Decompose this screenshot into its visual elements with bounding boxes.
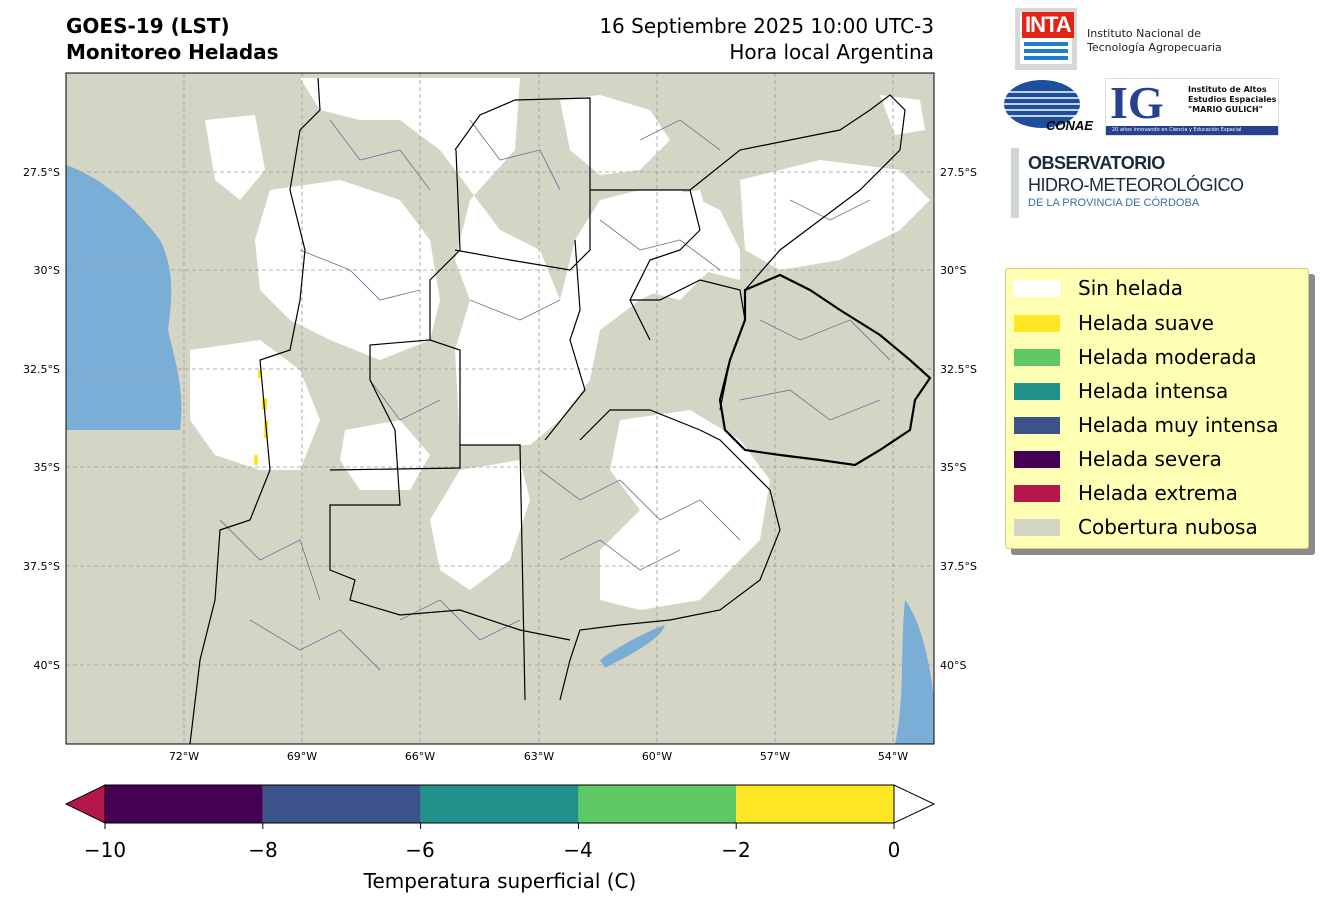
colorbar-segment — [105, 785, 263, 823]
legend-item: Helada muy intensa — [1014, 410, 1279, 440]
colorbar-segment — [420, 785, 579, 823]
lat-label: 35°S — [940, 461, 966, 474]
legend-label: Helada extrema — [1078, 481, 1238, 505]
brazil-border — [689, 94, 906, 291]
colorbar-over-extension — [893, 784, 936, 824]
longitude-labels: 72°W 69°W 66°W 63°W 60°W 57°W 54°W — [169, 750, 908, 763]
lat-label: 32.5°S — [23, 363, 60, 376]
timezone-line: Hora local Argentina — [729, 40, 934, 64]
clear-sky-ocean-rio — [600, 625, 665, 668]
legend-swatch — [1014, 382, 1060, 400]
colorbar-under-extension — [64, 784, 106, 824]
observatorio-title: OBSERVATORIO — [1028, 153, 1165, 173]
colorbar-tick-label: −8 — [248, 838, 278, 862]
colorbar-label: Temperatura superficial (C) — [363, 869, 637, 893]
colorbar-tick-label: 0 — [887, 838, 901, 862]
lon-label: 72°W — [169, 750, 199, 763]
legend-label: Helada intensa — [1078, 379, 1229, 403]
ig-org-name: Instituto de Altos Estudios Espaciales "… — [1188, 85, 1276, 115]
observatorio-bar — [1011, 148, 1019, 218]
legend-item: Sin helada — [1014, 273, 1183, 303]
lat-label: 30°S — [34, 264, 60, 277]
colorbar-segment — [578, 785, 737, 823]
lon-label: 69°W — [287, 750, 317, 763]
colorbar-tick-label: −6 — [405, 838, 435, 862]
map-title: GOES-19 (LST) Monitoreo Heladas — [66, 13, 279, 65]
lon-label: 57°W — [760, 750, 790, 763]
map-frame — [65, 72, 935, 745]
inta-wordmark: INTA — [1022, 12, 1074, 38]
no-frost-areas — [190, 78, 930, 610]
legend-swatch — [1014, 484, 1060, 502]
clear-sky-ocean-west — [66, 165, 182, 430]
colorbar-tick-label: −10 — [83, 838, 127, 862]
legend-label: Helada severa — [1078, 447, 1222, 471]
legend-swatch — [1014, 348, 1060, 366]
lat-label: 27.5°S — [940, 166, 977, 179]
clear-sky-ocean-east — [895, 600, 934, 744]
legend-item: Helada moderada — [1014, 342, 1257, 372]
lon-label: 60°W — [642, 750, 672, 763]
ig-gulich-logo: IG Instituto de Altos Estudios Espaciale… — [1105, 78, 1279, 136]
department-boundaries — [219, 119, 891, 671]
lon-label: 63°W — [524, 750, 554, 763]
legend-item: Helada suave — [1014, 308, 1214, 338]
uruguay-border — [718, 273, 932, 467]
legend-label: Helada muy intensa — [1078, 413, 1279, 437]
map-datetime: 16 Septiembre 2025 10:00 UTC-3 Hora loca… — [599, 13, 934, 65]
legend-item: Helada severa — [1014, 444, 1222, 474]
legend-label: Helada suave — [1078, 311, 1214, 335]
coastline — [559, 429, 781, 701]
legend-item: Helada extrema — [1014, 478, 1238, 508]
latitude-labels-right: 27.5°S 30°S 32.5°S 35°S 37.5°S 40°S — [940, 166, 977, 672]
legend-swatch — [1014, 450, 1060, 468]
legend: Sin helada Helada suave Helada moderada … — [1005, 268, 1309, 549]
ig-org-line: Estudios Espaciales — [1188, 95, 1277, 104]
ig-org-line: Instituto de Altos — [1188, 85, 1267, 94]
ig-tagline: 20 años innovando en Ciencia y Educación… — [1106, 126, 1278, 135]
lat-label: 40°S — [34, 659, 60, 672]
lon-label: 66°W — [405, 750, 435, 763]
latitude-labels-left: 27.5°S 30°S 32.5°S 35°S 37.5°S 40°S — [23, 166, 60, 672]
inta-org-line: Tecnología Agropecuaria — [1087, 41, 1222, 54]
conae-logo: CONAE — [1004, 80, 1093, 133]
ig-org-line: "MARIO GULICH" — [1188, 105, 1263, 114]
observatorio-subtitle: HIDRO-METEOROLÓGICO — [1028, 175, 1244, 195]
lat-label: 37.5°S — [940, 560, 977, 573]
inta-org-name: Instituto Nacional de Tecnología Agropec… — [1087, 27, 1222, 55]
legend-swatch — [1014, 314, 1060, 332]
lat-label: 27.5°S — [23, 166, 60, 179]
legend-label: Helada moderada — [1078, 345, 1257, 369]
colorbar-segment — [736, 785, 894, 823]
legend-item: Helada intensa — [1014, 376, 1228, 406]
colorbar-segment — [262, 785, 421, 823]
title-subject: Monitoreo Heladas — [66, 40, 279, 64]
legend-label: Cobertura nubosa — [1078, 515, 1258, 539]
ig-wordmark: IG — [1110, 77, 1164, 128]
date-line: 16 Septiembre 2025 10:00 UTC-3 — [599, 14, 934, 38]
lat-label: 37.5°S — [23, 560, 60, 573]
observatorio-province: DE LA PROVINCIA DE CÓRDOBA — [1028, 197, 1200, 209]
colorbar — [64, 784, 936, 829]
lon-label: 54°W — [878, 750, 908, 763]
legend-swatch — [1014, 279, 1060, 297]
lat-label: 35°S — [34, 461, 60, 474]
legend-swatch — [1014, 416, 1060, 434]
legend-swatch — [1014, 518, 1060, 536]
lat-label: 32.5°S — [940, 363, 977, 376]
inta-org-line: Instituto Nacional de — [1087, 27, 1201, 40]
lat-label: 40°S — [940, 659, 966, 672]
lat-label: 30°S — [940, 264, 966, 277]
legend-label: Sin helada — [1078, 276, 1184, 300]
inta-logo: INTA — [1015, 8, 1077, 70]
colorbar-tick-label: −2 — [721, 838, 751, 862]
colorbar-tick-label: −4 — [563, 838, 593, 862]
conae-wordmark: CONAE — [1046, 118, 1093, 133]
title-product: GOES-19 (LST) — [66, 14, 230, 38]
graticule — [66, 73, 934, 744]
legend-item: Cobertura nubosa — [1014, 512, 1258, 542]
